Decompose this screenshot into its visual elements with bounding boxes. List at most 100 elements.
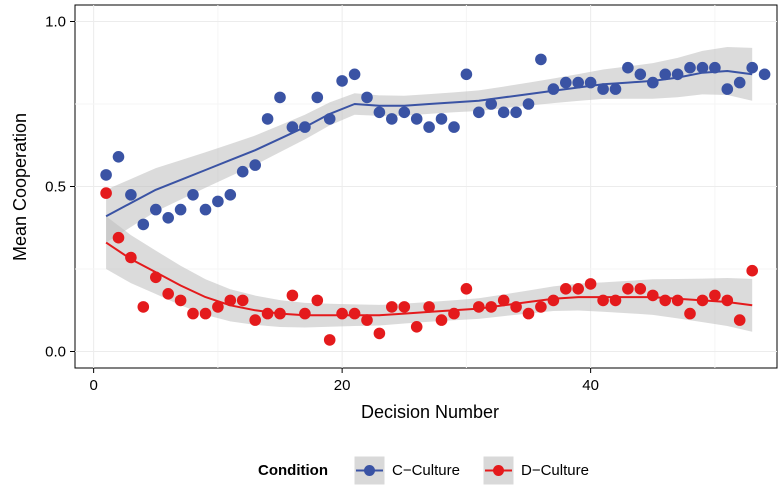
point-c-culture (560, 76, 572, 89)
point-d-culture (485, 301, 498, 313)
point-d-culture (684, 307, 696, 320)
point-d-culture (671, 294, 684, 307)
point-d-culture (473, 301, 485, 313)
point-d-culture (125, 251, 137, 264)
point-c-culture (622, 61, 634, 74)
point-c-culture (497, 106, 510, 119)
point-d-culture (398, 301, 411, 313)
x-tick-label: 20 (334, 377, 351, 394)
point-d-culture (572, 283, 584, 295)
point-c-culture (410, 113, 423, 125)
point-c-culture (535, 53, 547, 66)
point-d-culture (187, 307, 199, 320)
point-c-culture (659, 68, 671, 81)
point-c-culture (299, 121, 311, 133)
point-d-culture (236, 294, 249, 307)
point-c-culture (174, 203, 187, 216)
point-d-culture (597, 294, 609, 307)
point-c-culture (609, 83, 622, 95)
axes: 0 20 40 0.0 0.5 1.0 (45, 14, 599, 395)
point-d-culture (336, 307, 348, 320)
point-d-culture (311, 294, 324, 307)
point-c-culture (162, 212, 174, 224)
x-axis-title: Decision Number (361, 402, 499, 422)
point-d-culture (435, 314, 448, 326)
point-d-culture (696, 294, 709, 307)
point-d-culture (622, 283, 634, 295)
y-tick-label: 0.0 (45, 344, 66, 361)
point-c-culture (261, 113, 274, 125)
smooth-line-c-culture (105, 70, 753, 218)
point-d-culture (659, 294, 671, 307)
y-tick-label: 0.5 (45, 179, 66, 196)
legend-key-point-d-culture (493, 465, 504, 476)
legend-label-d-culture: D−Culture (521, 462, 589, 479)
point-d-culture (560, 283, 572, 295)
point-c-culture (236, 165, 249, 178)
point-c-culture (125, 189, 137, 201)
point-c-culture (746, 61, 758, 74)
point-d-culture (150, 271, 162, 284)
point-c-culture (361, 91, 373, 104)
point-c-culture (199, 203, 212, 216)
point-c-culture (647, 76, 659, 89)
point-d-culture (261, 307, 274, 320)
point-c-culture (460, 68, 473, 81)
point-d-culture (460, 283, 473, 295)
point-c-culture (485, 98, 498, 110)
data-points (100, 53, 771, 346)
point-c-culture (274, 91, 286, 104)
point-d-culture (721, 294, 734, 307)
point-c-culture (112, 151, 125, 163)
point-d-culture (373, 327, 386, 340)
point-c-culture (386, 113, 398, 125)
point-c-culture (473, 106, 485, 119)
point-d-culture (361, 314, 373, 326)
point-c-culture (733, 76, 746, 89)
legend-label-c-culture: C−Culture (392, 462, 460, 479)
point-d-culture (709, 289, 721, 302)
point-d-culture (547, 294, 560, 307)
legend-item-c-culture: C−Culture (353, 455, 460, 486)
confidence-band-d-culture (106, 216, 753, 332)
point-d-culture (634, 283, 647, 295)
point-d-culture (199, 307, 212, 320)
point-c-culture (187, 189, 199, 201)
point-d-culture (410, 321, 423, 333)
point-d-culture (112, 231, 125, 244)
point-d-culture (249, 314, 261, 326)
point-c-culture (634, 68, 647, 81)
point-c-culture (684, 61, 696, 74)
point-c-culture (423, 121, 435, 133)
point-d-culture (746, 264, 758, 277)
point-d-culture (448, 307, 460, 320)
point-d-culture (510, 301, 522, 313)
point-c-culture (100, 169, 112, 181)
point-c-culture (224, 189, 237, 201)
point-c-culture (435, 113, 448, 125)
point-c-culture (522, 98, 535, 110)
point-c-culture (758, 68, 771, 81)
point-d-culture (174, 294, 187, 307)
point-d-culture (100, 187, 112, 199)
point-d-culture (535, 301, 547, 313)
point-d-culture (733, 314, 746, 326)
point-c-culture (398, 106, 411, 119)
point-c-culture (311, 91, 324, 104)
point-d-culture (609, 294, 622, 307)
legend-item-d-culture: D−Culture (482, 455, 589, 486)
point-d-culture (323, 334, 336, 346)
point-c-culture (584, 76, 597, 89)
point-d-culture (497, 294, 510, 307)
point-c-culture (348, 68, 361, 81)
point-d-culture (212, 301, 224, 313)
point-c-culture (137, 218, 150, 231)
legend-key-point-c-culture (364, 465, 375, 476)
point-d-culture (522, 307, 535, 320)
point-d-culture (348, 307, 361, 320)
point-c-culture (510, 106, 522, 119)
point-c-culture (373, 106, 386, 119)
x-tick-label: 40 (582, 377, 599, 394)
point-c-culture (721, 83, 734, 95)
point-d-culture (137, 301, 150, 313)
